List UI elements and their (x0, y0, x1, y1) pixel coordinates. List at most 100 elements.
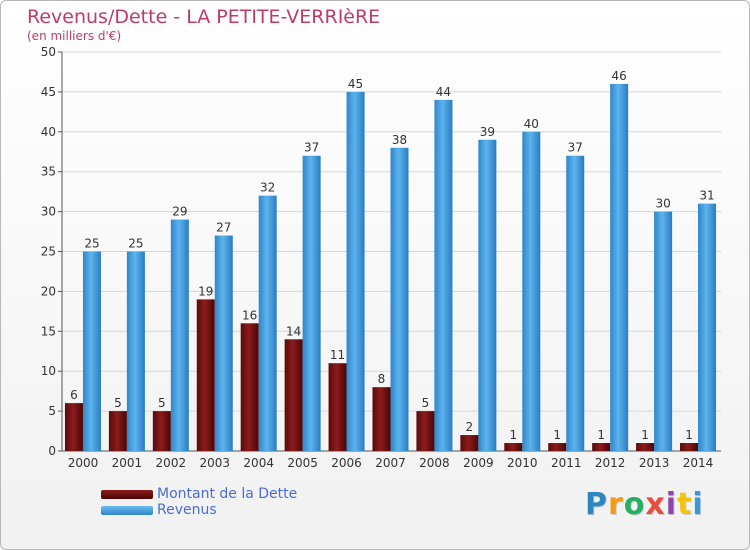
data-label-revenue: 32 (260, 181, 275, 195)
bar-revenue (82, 251, 101, 451)
x-tick-label: 2011 (551, 456, 582, 470)
bar-revenue (214, 235, 233, 451)
bar-debt (328, 363, 347, 451)
chart-title: Revenus/Dette - LA PETITE-VERRIèRE (27, 6, 381, 28)
chart-subtitle: (en milliers d'€) (27, 29, 122, 43)
data-label-revenue: 39 (480, 125, 495, 139)
x-tick-label: 2010 (507, 456, 538, 470)
data-label-revenue: 38 (392, 133, 407, 147)
y-tick-label: 50 (41, 45, 56, 59)
proxiti-logo: Proxiti (585, 487, 704, 522)
bar-revenue (390, 147, 409, 451)
logo-letter: x (645, 487, 666, 522)
bar-revenue (610, 83, 629, 452)
x-tick-label: 2013 (639, 456, 670, 470)
bar-debt (108, 411, 127, 451)
data-label-revenue: 25 (84, 237, 99, 251)
bar-revenue (346, 91, 365, 452)
y-tick-label: 20 (41, 284, 56, 298)
legend-label-debt: Montant de la Dette (157, 486, 298, 502)
bar-debt (64, 403, 83, 451)
x-tick-label: 2002 (156, 456, 187, 470)
bar-revenue (126, 251, 145, 451)
data-label-debt: 1 (509, 428, 517, 442)
x-tick-label: 2003 (199, 456, 230, 470)
logo-letter: P (585, 487, 608, 522)
data-label-debt: 6 (70, 388, 78, 402)
data-label-revenue: 25 (128, 237, 143, 251)
bar-revenue (434, 99, 453, 451)
bar-debt (460, 435, 479, 451)
data-label-revenue: 27 (216, 221, 231, 235)
data-label-revenue: 45 (348, 77, 363, 91)
legend-swatch-revenue (101, 506, 153, 515)
y-tick-label: 35 (41, 165, 56, 179)
data-label-revenue: 44 (436, 85, 451, 99)
bar-revenue (566, 155, 585, 452)
bar-revenue (302, 155, 321, 452)
bar-debt (504, 443, 523, 451)
bar-debt (592, 443, 611, 451)
logo-letter: i (692, 487, 704, 522)
bar-debt (680, 443, 699, 451)
bar-debt (240, 323, 259, 451)
bar-revenue (654, 211, 673, 451)
bar-revenue (698, 203, 717, 451)
data-label-debt: 5 (422, 396, 430, 410)
x-tick-label: 2006 (331, 456, 362, 470)
bar-revenue (478, 139, 497, 451)
data-label-debt: 1 (685, 428, 693, 442)
y-tick-label: 45 (41, 85, 56, 99)
bar-debt (196, 299, 215, 451)
y-tick-label: 25 (41, 245, 56, 259)
data-label-debt: 5 (114, 396, 122, 410)
data-label-revenue: 37 (568, 141, 583, 155)
y-tick-label: 0 (48, 444, 56, 458)
data-label-revenue: 40 (524, 117, 539, 131)
bar-debt (284, 339, 303, 451)
y-tick-label: 10 (41, 364, 56, 378)
x-tick-label: 2005 (287, 456, 318, 470)
y-tick-label: 5 (48, 404, 56, 418)
bar-debt (416, 411, 435, 451)
legend-swatch-debt (101, 490, 153, 499)
data-label-debt: 16 (242, 308, 257, 322)
logo-letter: o (623, 487, 646, 522)
x-tick-label: 2004 (243, 456, 274, 470)
data-label-debt: 5 (158, 396, 166, 410)
data-label-debt: 8 (378, 372, 386, 386)
x-tick-label: 2001 (112, 456, 143, 470)
bar-debt (548, 443, 567, 451)
data-label-debt: 14 (286, 324, 301, 338)
x-tick-label: 2000 (68, 456, 99, 470)
bar-debt (152, 411, 171, 451)
data-label-revenue: 30 (655, 197, 670, 211)
x-tick-label: 2008 (419, 456, 450, 470)
data-label-revenue: 29 (172, 205, 187, 219)
logo-letter: t (677, 487, 693, 522)
bar-debt (636, 443, 655, 451)
x-tick-label: 2007 (375, 456, 406, 470)
y-tick-label: 15 (41, 324, 56, 338)
x-tick-label: 2009 (463, 456, 494, 470)
logo-letter: i (665, 487, 678, 522)
x-tick-label: 2012 (595, 456, 626, 470)
data-label-debt: 19 (198, 284, 213, 298)
bar-revenue (522, 131, 541, 452)
data-label-debt: 2 (466, 420, 474, 434)
y-tick-label: 40 (41, 125, 56, 139)
y-tick-label: 30 (41, 205, 56, 219)
logo-letter: r (608, 487, 624, 522)
data-label-revenue: 31 (699, 189, 714, 203)
bar-revenue (170, 219, 189, 451)
bar-revenue (258, 195, 277, 451)
data-label-debt: 1 (641, 428, 649, 442)
data-label-debt: 1 (553, 428, 561, 442)
bar-debt (372, 387, 391, 451)
data-label-revenue: 37 (304, 141, 319, 155)
legend-label-revenue: Revenus (157, 502, 217, 518)
data-label-revenue: 46 (612, 69, 627, 83)
data-label-debt: 11 (330, 348, 345, 362)
